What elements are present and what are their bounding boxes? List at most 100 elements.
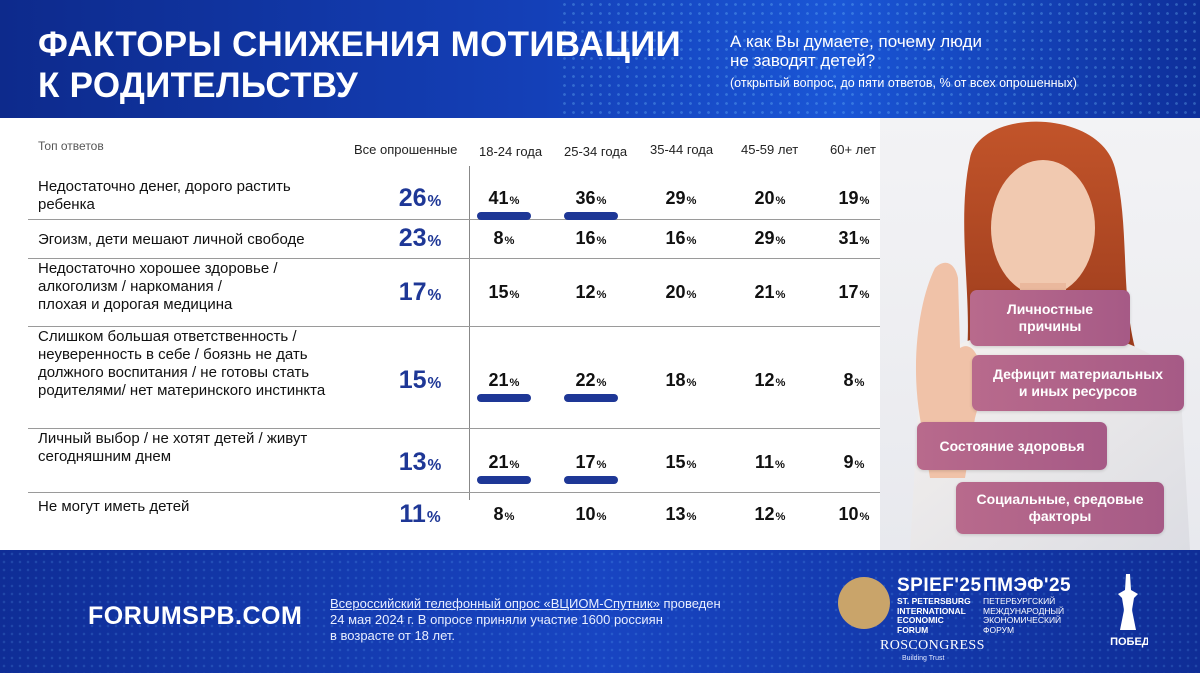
row-divider	[28, 428, 898, 429]
value-percent-sign: %	[854, 459, 865, 472]
value-percent-sign: %	[427, 233, 442, 250]
column-header-25-34: 25-34 года	[564, 144, 628, 159]
value-number: 16	[575, 228, 596, 249]
value-percent-sign: %	[686, 195, 697, 208]
tag-social-factors: Социальные, средовые факторы	[956, 482, 1164, 534]
column-header-35-44: 35-44 года	[650, 142, 714, 157]
value-percent-sign: %	[686, 511, 697, 524]
pmef-sub-2: МЕЖДУНАРОДНЫЙ	[983, 605, 1065, 616]
value-cell: 29%	[641, 188, 721, 209]
source-link[interactable]: Всероссийский телефонный опрос «ВЦИОМ-Сп…	[330, 596, 660, 611]
value-number: 15	[398, 366, 427, 394]
tag-personal-line-1: Личностные	[1006, 301, 1094, 317]
value-number: 11	[399, 500, 426, 528]
value-percent-sign: %	[427, 287, 442, 304]
page-title: ФАКТОРЫ СНИЖЕНИЯ МОТИВАЦИИ К РОДИТЕЛЬСТВ…	[38, 24, 718, 106]
value-cell: 13%	[641, 504, 721, 525]
value-number: 36	[575, 188, 596, 209]
value-percent-sign: %	[686, 459, 697, 472]
value-percent-sign: %	[426, 509, 441, 526]
pobeda-text: 80 ПОБЕДА!	[1108, 636, 1148, 648]
value-cell: 8%	[464, 228, 544, 249]
value-number: 8	[493, 504, 504, 525]
value-number: 16	[665, 228, 686, 249]
value-number: 21	[488, 370, 509, 391]
value-number: 13	[665, 504, 686, 525]
highlight-underline	[564, 476, 618, 484]
highlight-underline	[477, 476, 531, 484]
row-label-line: Слишком большая ответственность /	[38, 328, 297, 345]
tag-health: Состояние здоровья	[917, 422, 1107, 470]
row-divider	[28, 258, 898, 259]
value-cell: 11%	[730, 452, 810, 473]
value-percent-sign: %	[427, 375, 442, 392]
value-cell: 36%	[551, 188, 631, 209]
value-number: 21	[754, 282, 775, 303]
value-percent-sign: %	[427, 457, 442, 474]
value-cell: 10%	[814, 504, 894, 525]
tag-material-line-2: и иных ресурсов	[1018, 383, 1138, 399]
value-number: 12	[754, 504, 775, 525]
value-percent-sign: %	[775, 377, 786, 390]
value-percent-sign: %	[859, 289, 870, 302]
tag-material-line-1: Дефицит материальных	[993, 366, 1163, 382]
value-number: 31	[838, 228, 859, 249]
value-percent-sign: %	[859, 195, 870, 208]
value-cell: 21%	[464, 452, 544, 473]
value-percent-sign: %	[596, 195, 607, 208]
row-label: Недостаточно денег, дорого растить ребенк…	[38, 178, 358, 214]
survey-source-note: Всероссийский телефонный опрос «ВЦИОМ-Сп…	[330, 596, 770, 644]
value-percent-sign: %	[596, 289, 607, 302]
value-percent-sign: %	[504, 235, 515, 248]
value-number: 17	[838, 282, 859, 303]
highlight-underline	[477, 394, 531, 402]
row-label-line: Не могут иметь детей	[38, 498, 190, 515]
highlight-underline	[564, 394, 618, 402]
header-banner: ФАКТОРЫ СНИЖЕНИЯ МОТИВАЦИИ К РОДИТЕЛЬСТВ…	[0, 0, 1200, 118]
row-label-line: Личный выбор / не хотят детей / живут	[38, 430, 308, 447]
footer-dot-pattern	[0, 550, 1200, 673]
value-all-respondents: 17%	[380, 278, 460, 307]
value-percent-sign: %	[596, 235, 607, 248]
value-cell: 22%	[551, 370, 631, 391]
tag-personal-reasons: Личностные причины	[970, 290, 1130, 346]
pmef-sub-3: ЭКОНОМИЧЕСКИЙ	[983, 615, 1062, 625]
column-header-18-24: 18-24 года	[479, 144, 543, 159]
value-number: 26	[398, 184, 427, 212]
value-number: 15	[488, 282, 509, 303]
value-percent-sign: %	[509, 289, 520, 302]
value-percent-sign: %	[596, 511, 607, 524]
value-number: 13	[398, 448, 427, 476]
row-label: Слишком большая ответственность / неувере…	[38, 328, 358, 400]
table-vertical-divider	[469, 166, 470, 500]
value-all-respondents: 11%	[380, 500, 460, 529]
value-all-respondents: 23%	[380, 224, 460, 253]
value-percent-sign: %	[854, 377, 865, 390]
value-number: 12	[575, 282, 596, 303]
spief-sub-3: ECONOMIC	[897, 615, 944, 625]
row-divider	[28, 326, 898, 327]
value-cell: 31%	[814, 228, 894, 249]
row-label-line: Недостаточно хорошее здоровье /	[38, 260, 278, 277]
value-number: 22	[575, 370, 596, 391]
value-number: 10	[575, 504, 596, 525]
header-dot-pattern	[560, 0, 1200, 118]
row-label-line: алкоголизм / наркомания /	[38, 278, 222, 295]
value-all-respondents: 15%	[380, 366, 460, 395]
value-percent-sign: %	[596, 377, 607, 390]
roscongress-tagline: Building Trust	[902, 655, 945, 662]
highlight-underline	[477, 212, 531, 220]
row-label-line: Эгоизм, дети мешают личной свободе	[38, 231, 305, 248]
value-cell: 41%	[464, 188, 544, 209]
value-percent-sign: %	[686, 235, 697, 248]
value-number: 8	[843, 370, 854, 391]
title-line-2: К РОДИТЕЛЬСТВУ	[38, 66, 359, 105]
spief-logo: SPIEF'25	[897, 575, 982, 596]
pmef-sub-1: ПЕТЕРБУРГСКИЙ	[983, 596, 1056, 606]
row-label-line: Недостаточно денег, дорого растить	[38, 178, 291, 195]
value-number: 18	[665, 370, 686, 391]
row-divider	[28, 219, 898, 220]
row-label: Эгоизм, дети мешают личной свободе	[38, 231, 358, 249]
forum-site-link[interactable]: FORUMSPB.COM	[88, 602, 303, 630]
value-percent-sign: %	[859, 511, 870, 524]
